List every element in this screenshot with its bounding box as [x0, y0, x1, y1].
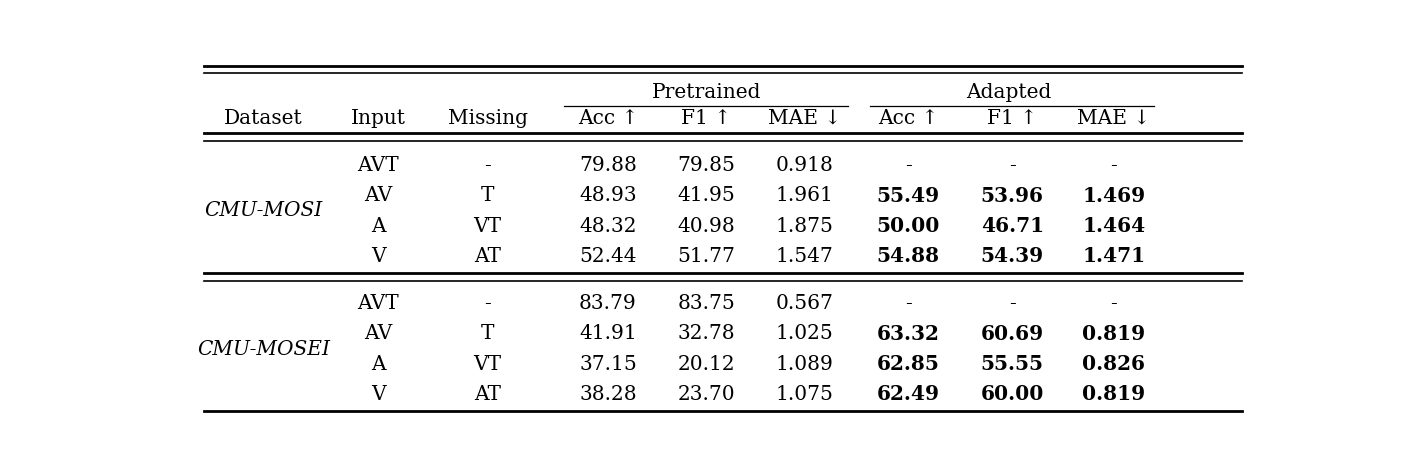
Text: -: -	[484, 294, 491, 313]
Text: AT: AT	[474, 385, 501, 404]
Text: VT: VT	[474, 354, 502, 374]
Text: 46.71: 46.71	[980, 216, 1043, 236]
Text: -: -	[1008, 294, 1015, 313]
Text: 48.32: 48.32	[580, 217, 637, 236]
Text: A: A	[371, 354, 386, 374]
Text: 1.471: 1.471	[1083, 246, 1145, 266]
Text: MAE ↓: MAE ↓	[768, 109, 842, 128]
Text: 1.075: 1.075	[776, 385, 833, 404]
Text: 52.44: 52.44	[580, 247, 637, 266]
Text: 53.96: 53.96	[981, 186, 1043, 206]
Text: 48.93: 48.93	[580, 186, 637, 205]
Text: 62.85: 62.85	[877, 354, 940, 374]
Text: 60.69: 60.69	[980, 324, 1043, 344]
Text: 79.85: 79.85	[677, 156, 735, 175]
Text: 83.79: 83.79	[580, 294, 637, 313]
Text: 0.567: 0.567	[776, 294, 833, 313]
Text: A: A	[371, 217, 386, 236]
Text: 23.70: 23.70	[677, 385, 735, 404]
Text: -: -	[1111, 294, 1117, 313]
Text: 0.826: 0.826	[1083, 354, 1145, 374]
Text: Pretrained: Pretrained	[651, 84, 761, 102]
Text: 83.75: 83.75	[677, 294, 735, 313]
Text: 0.819: 0.819	[1083, 384, 1145, 405]
Text: AT: AT	[474, 247, 501, 266]
Text: 54.88: 54.88	[877, 246, 940, 266]
Text: CMU-MOSI: CMU-MOSI	[204, 202, 323, 220]
Text: AV: AV	[364, 186, 392, 205]
Text: AVT: AVT	[358, 156, 399, 175]
Text: -: -	[905, 294, 912, 313]
Text: 41.91: 41.91	[580, 324, 637, 344]
Text: Dataset: Dataset	[224, 109, 303, 128]
Text: MAE ↓: MAE ↓	[1077, 109, 1151, 128]
Text: VT: VT	[474, 217, 502, 236]
Text: T: T	[481, 324, 495, 344]
Text: 79.88: 79.88	[580, 156, 637, 175]
Text: 1.547: 1.547	[776, 247, 833, 266]
Text: 55.55: 55.55	[981, 354, 1043, 374]
Text: 60.00: 60.00	[980, 384, 1043, 405]
Text: 63.32: 63.32	[877, 324, 940, 344]
Text: 41.95: 41.95	[677, 186, 735, 205]
Text: 1.464: 1.464	[1083, 216, 1145, 236]
Text: 51.77: 51.77	[677, 247, 735, 266]
Text: 0.918: 0.918	[776, 156, 833, 175]
Text: 1.089: 1.089	[776, 354, 833, 374]
Text: 37.15: 37.15	[580, 354, 637, 374]
Text: 1.875: 1.875	[776, 217, 833, 236]
Text: -: -	[484, 156, 491, 175]
Text: Acc ↑: Acc ↑	[578, 109, 639, 128]
Text: 20.12: 20.12	[677, 354, 735, 374]
Text: CMU-MOSEI: CMU-MOSEI	[197, 339, 330, 359]
Text: 1.961: 1.961	[776, 186, 833, 205]
Text: Adapted: Adapted	[966, 84, 1052, 102]
Text: 1.025: 1.025	[776, 324, 833, 344]
Text: 50.00: 50.00	[877, 216, 940, 236]
Text: V: V	[371, 385, 386, 404]
Text: 40.98: 40.98	[677, 217, 735, 236]
Text: -: -	[1111, 156, 1117, 175]
Text: T: T	[481, 186, 495, 205]
Text: 1.469: 1.469	[1083, 186, 1145, 206]
Text: Input: Input	[351, 109, 406, 128]
Text: -: -	[1008, 156, 1015, 175]
Text: AV: AV	[364, 324, 392, 344]
Text: 0.819: 0.819	[1083, 324, 1145, 344]
Text: -: -	[905, 156, 912, 175]
Text: 62.49: 62.49	[877, 384, 940, 405]
Text: 54.39: 54.39	[980, 246, 1043, 266]
Text: 55.49: 55.49	[877, 186, 940, 206]
Text: AVT: AVT	[358, 294, 399, 313]
Text: F1 ↑: F1 ↑	[681, 109, 732, 128]
Text: Missing: Missing	[448, 109, 527, 128]
Text: F1 ↑: F1 ↑	[987, 109, 1038, 128]
Text: 38.28: 38.28	[580, 385, 637, 404]
Text: 32.78: 32.78	[677, 324, 735, 344]
Text: V: V	[371, 247, 386, 266]
Text: Acc ↑: Acc ↑	[878, 109, 939, 128]
